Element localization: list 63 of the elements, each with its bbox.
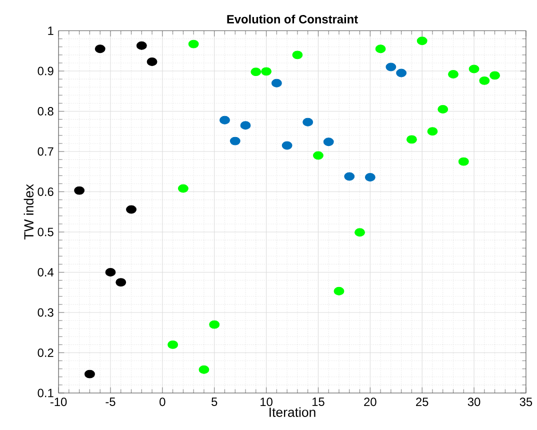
point — [416, 36, 428, 46]
point — [375, 44, 386, 54]
y-tick-label: 0.4 — [38, 268, 54, 277]
x-tick-label: -10 — [50, 398, 67, 406]
point — [126, 205, 136, 214]
point — [386, 62, 396, 72]
point — [292, 50, 303, 60]
point — [406, 135, 417, 144]
x-tick-label: 30 — [468, 398, 480, 406]
point — [282, 141, 292, 150]
point — [313, 151, 324, 160]
y-tick-label: 0.9 — [38, 66, 54, 76]
point — [220, 116, 230, 124]
y-tick-label: 0.1 — [38, 388, 54, 398]
point — [188, 40, 199, 48]
x-tick-label: 35 — [520, 398, 532, 406]
point — [230, 136, 240, 146]
point — [105, 268, 116, 277]
point — [168, 340, 178, 350]
y-tick-label: 1 — [48, 26, 54, 36]
x-tick-label: 20 — [364, 398, 376, 406]
x-tick-label: 25 — [416, 398, 428, 406]
y-axis-title: TW index — [24, 184, 34, 240]
point — [438, 105, 448, 114]
point — [240, 121, 251, 130]
x-tick-label: 15 — [312, 398, 324, 406]
point — [146, 58, 158, 66]
point — [344, 172, 355, 181]
y-tick-label: 0.6 — [38, 188, 54, 196]
point — [323, 138, 334, 146]
point — [364, 173, 376, 182]
point — [209, 320, 220, 329]
point — [261, 67, 272, 76]
y-tick-label: 0.3 — [38, 308, 54, 317]
point — [490, 71, 500, 80]
point — [302, 118, 314, 127]
x-tick-label: 5 — [212, 398, 218, 406]
point — [427, 127, 438, 136]
point — [479, 76, 490, 86]
point — [250, 68, 262, 76]
point — [468, 64, 480, 74]
y-tick-label: 0.8 — [38, 107, 54, 116]
point — [448, 70, 458, 79]
point — [198, 366, 210, 374]
point — [94, 44, 106, 54]
point — [334, 287, 344, 296]
point — [84, 370, 95, 378]
chart-title: Evolution of Constraint — [227, 14, 358, 24]
point — [396, 68, 407, 78]
x-axis-title: Iteration — [270, 407, 316, 418]
x-tick-label: 0 — [160, 398, 166, 406]
point — [116, 278, 126, 287]
y-tick-label: 0.7 — [38, 147, 54, 156]
y-tick-label: 0.2 — [38, 348, 54, 358]
x-tick-label: -5 — [106, 398, 116, 406]
point — [136, 42, 147, 50]
point — [74, 186, 85, 195]
point — [458, 157, 469, 166]
y-tick-label: 0.5 — [38, 228, 54, 236]
point — [354, 228, 366, 237]
point — [178, 184, 188, 193]
x-tick-label: 10 — [260, 398, 272, 406]
point — [271, 79, 282, 88]
